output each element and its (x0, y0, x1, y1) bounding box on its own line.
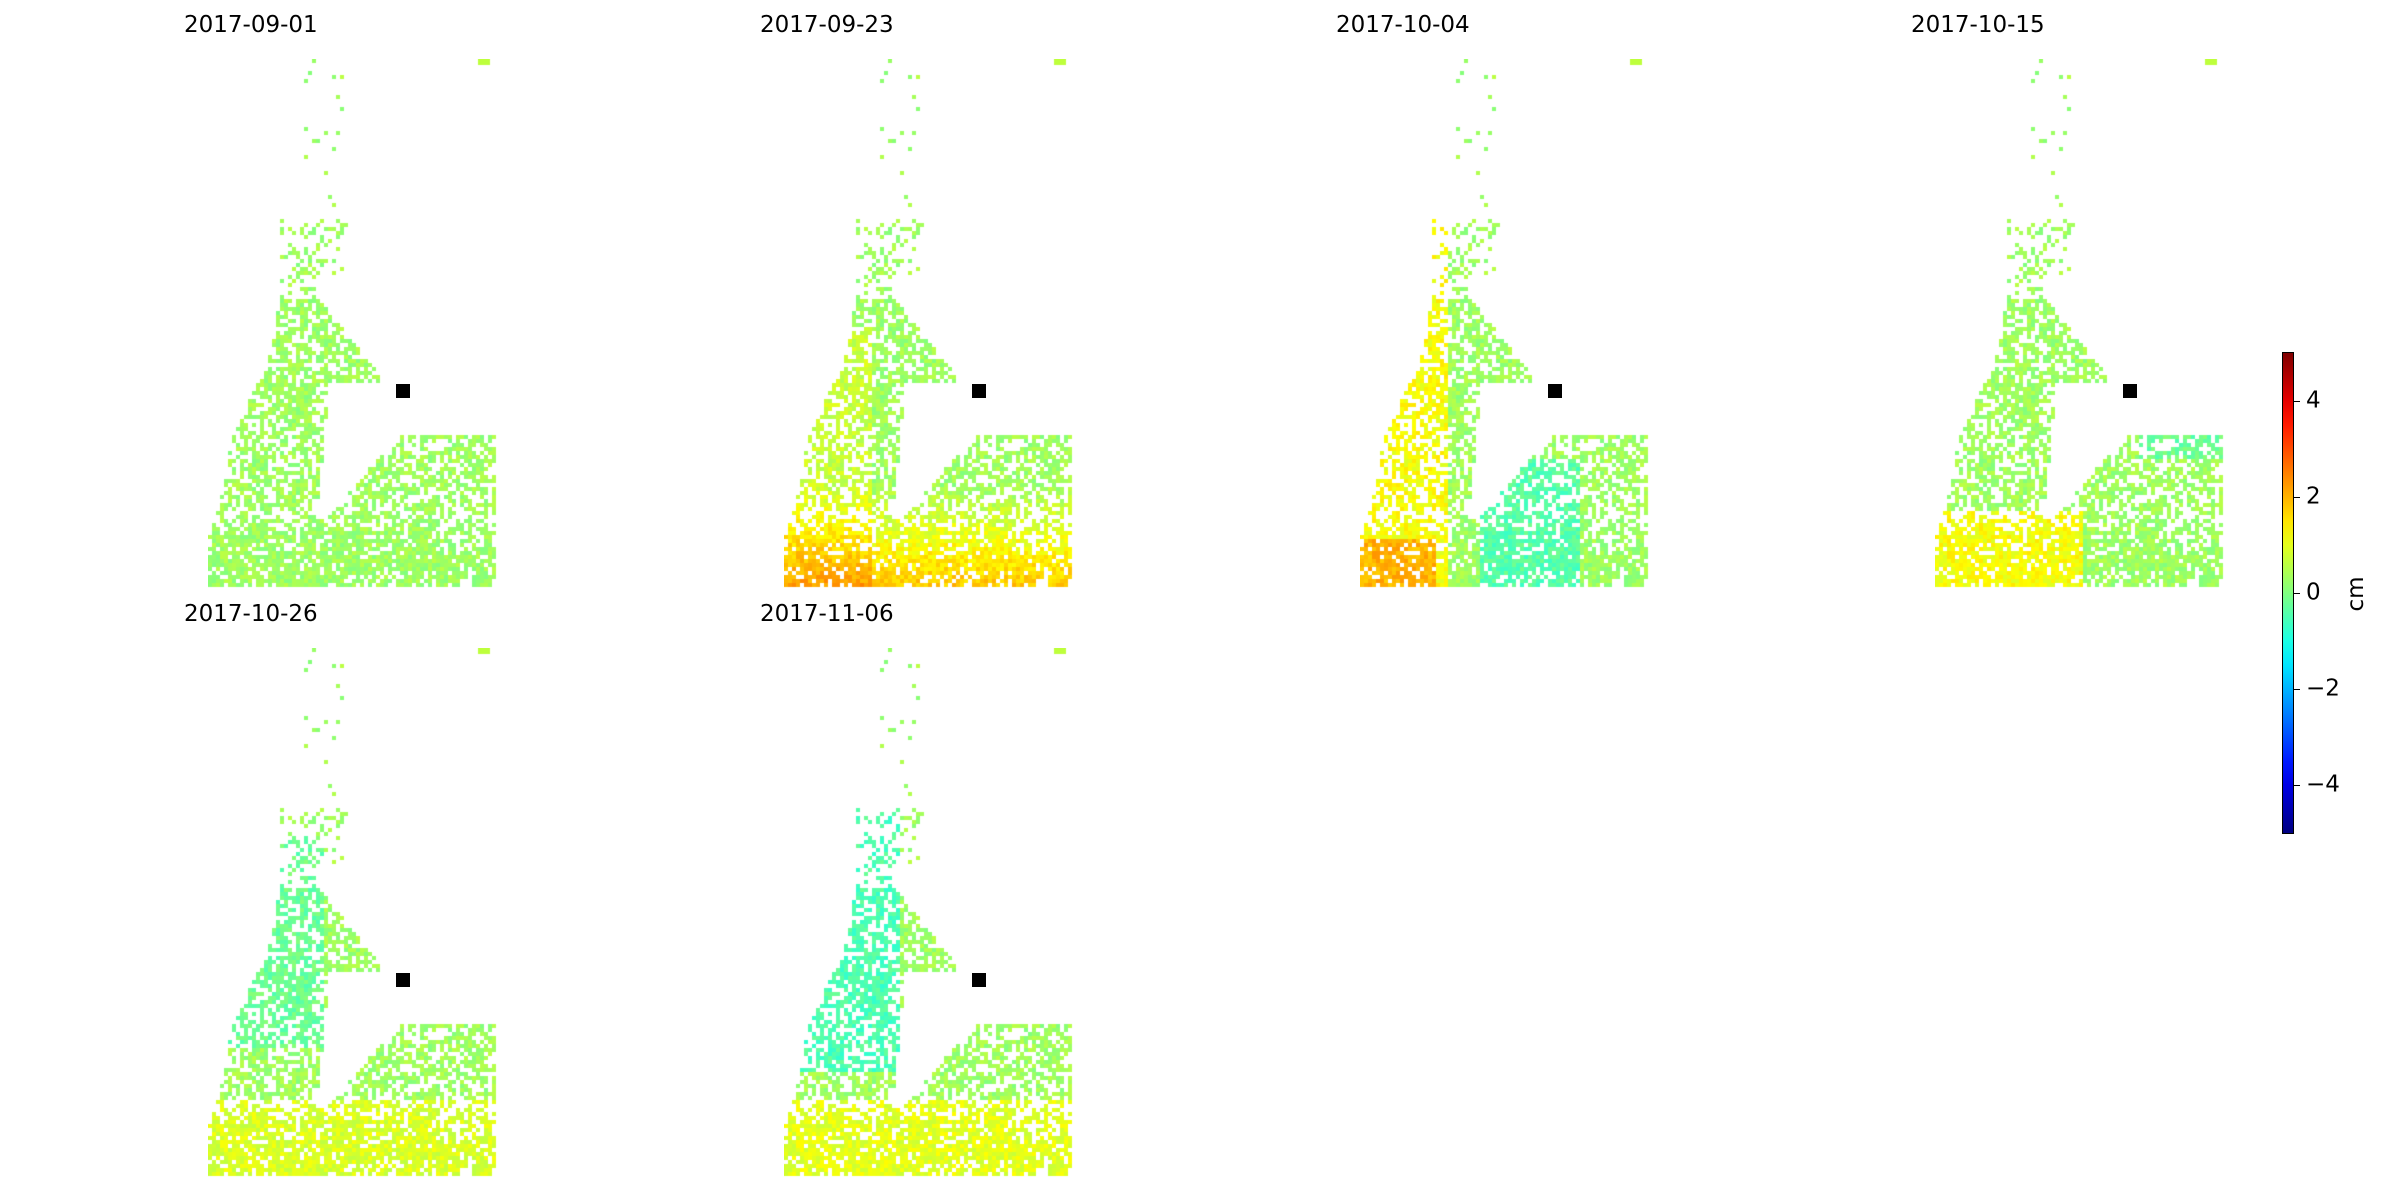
map-panel-3: 2017-10-04 (1336, 14, 1650, 589)
colorbar-tick (2294, 689, 2300, 690)
displacement-map (784, 648, 1074, 1178)
panel-date-title: 2017-09-23 (760, 12, 894, 38)
panel-date-title: 2017-10-15 (1911, 12, 2045, 38)
colorbar-tick-label: −4 (2306, 771, 2340, 798)
colorbar-tick (2294, 593, 2300, 594)
panel-date-title: 2017-11-06 (760, 601, 894, 627)
displacement-map (1360, 59, 1650, 589)
colorbar-tick (2294, 785, 2300, 786)
colorbar-gradient (2282, 352, 2294, 834)
map-panel-4: 2017-10-15 (1911, 14, 2225, 589)
map-panel-2: 2017-09-23 (760, 14, 1074, 589)
map-panel-6: 2017-11-06 (760, 603, 1074, 1178)
reference-point-marker (1548, 384, 1562, 398)
reference-point-marker (396, 973, 410, 987)
colorbar-tick (2294, 497, 2300, 498)
panel-date-title: 2017-10-04 (1336, 12, 1470, 38)
map-panel-1: 2017-09-01 (184, 14, 498, 589)
colorbar-tick-label: 4 (2306, 387, 2321, 414)
displacement-map (208, 59, 498, 589)
reference-point-marker (972, 384, 986, 398)
colorbar-unit-label: cm (2343, 576, 2369, 612)
colorbar-tick-label: 2 (2306, 483, 2321, 510)
map-panel-5: 2017-10-26 (184, 603, 498, 1178)
colorbar: 4 2 0 −2 −4 (2282, 352, 2362, 834)
colorbar-tick-label: 0 (2306, 579, 2321, 606)
colorbar-tick (2294, 401, 2300, 402)
reference-point-marker (972, 973, 986, 987)
panel-date-title: 2017-10-26 (184, 601, 318, 627)
colorbar-tick-label: −2 (2306, 675, 2340, 702)
displacement-map (784, 59, 1074, 589)
reference-point-marker (396, 384, 410, 398)
displacement-map (208, 648, 498, 1178)
reference-point-marker (2123, 384, 2137, 398)
displacement-map (1935, 59, 2225, 589)
panel-date-title: 2017-09-01 (184, 12, 318, 38)
